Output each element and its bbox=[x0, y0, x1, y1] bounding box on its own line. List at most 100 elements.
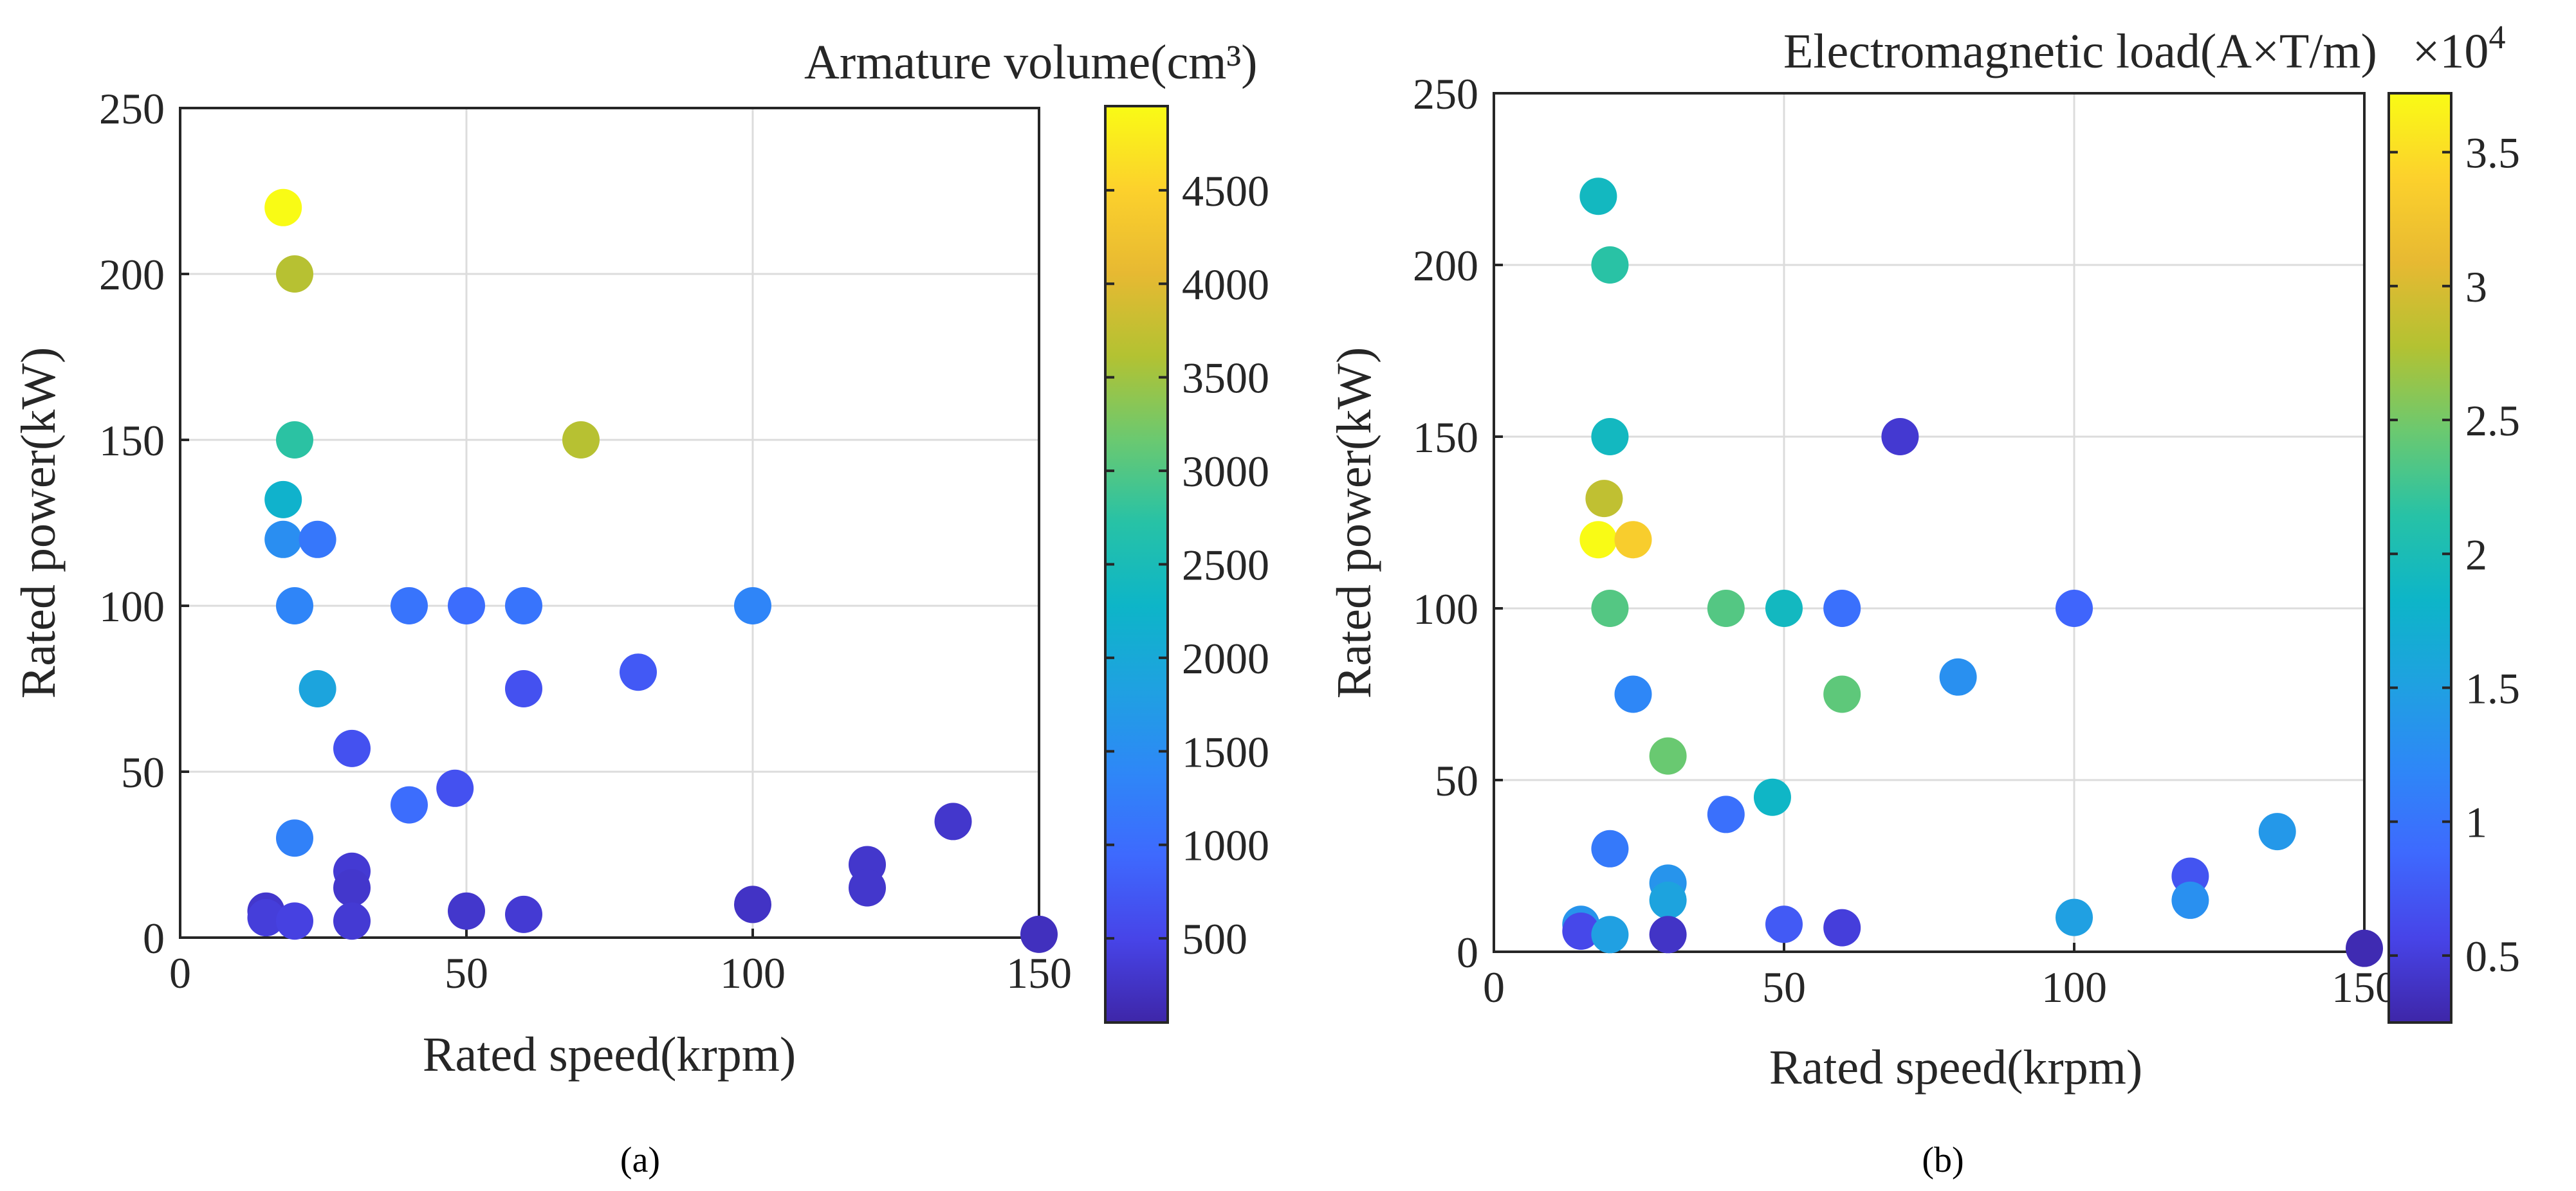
x-tick-label: 100 bbox=[720, 949, 786, 997]
x-ticks-a: 0 50 100 150 bbox=[169, 929, 1072, 997]
scatter-point bbox=[391, 786, 428, 824]
colorbar-tick-label: 3500 bbox=[1182, 354, 1269, 403]
x-tick-label: 0 bbox=[169, 949, 191, 997]
colorbar-tick-label: 2500 bbox=[1182, 541, 1269, 590]
x-tick-label: 150 bbox=[2332, 963, 2397, 1012]
scatter-point bbox=[1649, 737, 1687, 775]
exponent-power: 4 bbox=[2489, 19, 2505, 56]
panel-caption-a: (a) bbox=[620, 1140, 660, 1180]
scatter-point bbox=[2056, 590, 2093, 627]
scatter-point bbox=[1765, 590, 1803, 627]
colorbar-ticks-a: 500 1000 1500 2000 2500 3000 3500 4000 4500 bbox=[1105, 167, 1269, 963]
x-tick-label: 50 bbox=[445, 949, 488, 997]
scatter-point bbox=[620, 653, 657, 691]
scatter-point bbox=[333, 869, 371, 907]
scatter-point bbox=[1823, 909, 1861, 947]
scatter-point bbox=[299, 520, 336, 558]
x-axis-label-b: Rated speed(krpm) bbox=[1769, 1041, 2142, 1095]
colorbar-tick-label: 3.5 bbox=[2465, 129, 2520, 177]
y-ticks-a: 0 50 100 150 200 250 bbox=[99, 84, 189, 963]
scatter-point bbox=[1881, 418, 1919, 455]
y-tick-label: 150 bbox=[99, 416, 165, 465]
colorbar-exponent-b: ×104 bbox=[2413, 19, 2506, 78]
colorbar-tick-label: 500 bbox=[1182, 914, 1247, 963]
scatter-point bbox=[448, 587, 485, 624]
scatter-point bbox=[1020, 915, 1058, 953]
y-tick-label: 100 bbox=[99, 582, 165, 631]
points-b bbox=[1562, 177, 2383, 967]
y-tick-label: 50 bbox=[121, 748, 165, 797]
colorbar-b bbox=[2387, 92, 2452, 1024]
scatter-point bbox=[505, 895, 542, 933]
colorbar-title-a: Armature volume(cm³) bbox=[804, 35, 1257, 89]
scatter-point bbox=[1823, 675, 1861, 713]
scatter-point bbox=[1614, 521, 1652, 559]
scatter-point bbox=[436, 769, 474, 807]
colorbar-tick-label: 0.5 bbox=[2465, 932, 2520, 981]
scatter-point bbox=[1649, 916, 1687, 954]
scatter-point bbox=[264, 520, 302, 558]
scatter-point bbox=[264, 480, 302, 518]
scatter-point bbox=[1562, 912, 1600, 950]
scatter-point bbox=[1939, 658, 1977, 696]
scatter-point bbox=[276, 902, 313, 940]
scatter-point bbox=[1579, 521, 1617, 559]
scatter-point bbox=[1591, 916, 1629, 954]
scatter-point bbox=[505, 670, 542, 707]
colorbar-a bbox=[1104, 105, 1169, 1024]
colorbar-tick-label: 1 bbox=[2465, 798, 2487, 847]
scatter-point bbox=[1707, 796, 1745, 833]
panel-a: 0 50 100 150 0 50 100 150 200 250 Rated speed(kr… bbox=[12, 35, 1269, 1180]
y-tick-label: 50 bbox=[1435, 756, 1478, 805]
y-axis-label-a: Rated power(kW) bbox=[12, 347, 66, 699]
scatter-point bbox=[391, 587, 428, 624]
y-tick-label: 200 bbox=[1413, 241, 1478, 290]
scatter-point bbox=[448, 892, 485, 930]
scatter-point bbox=[2346, 929, 2383, 967]
x-axis-label-a: Rated speed(krpm) bbox=[423, 1028, 796, 1082]
panel-b: 0 50 100 150 0 50 100 150 200 250 Rated speed(kr… bbox=[1327, 19, 2520, 1180]
y-tick-label: 200 bbox=[99, 250, 165, 299]
x-tick-label: 150 bbox=[1006, 949, 1072, 997]
colorbar-tick-label: 2000 bbox=[1182, 634, 1269, 683]
y-tick-label: 0 bbox=[143, 914, 165, 963]
scatter-point bbox=[264, 188, 302, 226]
x-ticks-b: 0 50 100 150 bbox=[1483, 943, 2397, 1012]
colorbar-tick-label: 2 bbox=[2465, 530, 2487, 579]
scatter-point bbox=[247, 899, 285, 937]
colorbar-tick-label: 4500 bbox=[1182, 167, 1269, 215]
plot-frame-b bbox=[1493, 92, 2366, 953]
colorbar-tick-label: 1000 bbox=[1182, 821, 1269, 870]
colorbar-title-b: Electromagnetic load(A×T/m) bbox=[1783, 24, 2377, 78]
scatter-point bbox=[505, 587, 542, 624]
scatter-point bbox=[2171, 881, 2209, 919]
grid-a bbox=[179, 107, 1040, 939]
scatter-point bbox=[276, 421, 313, 459]
colorbar-tick-label: 1500 bbox=[1182, 727, 1269, 776]
scatter-point bbox=[1765, 905, 1803, 943]
y-axis-label-b: Rated power(kW) bbox=[1327, 347, 1381, 699]
plot-frame-a bbox=[179, 107, 1040, 939]
scatter-point bbox=[1591, 590, 1629, 627]
scatter-point bbox=[1649, 881, 1687, 919]
colorbar-ticks-b: 0.5 1 1.5 2 2.5 3 3.5 bbox=[2389, 129, 2520, 981]
scatter-point bbox=[849, 869, 886, 907]
colorbar-tick-label: 4000 bbox=[1182, 260, 1269, 309]
scatter-point bbox=[299, 670, 336, 707]
scatter-point bbox=[734, 587, 771, 624]
y-ticks-b: 0 50 100 150 200 250 bbox=[1413, 69, 1503, 977]
scatter-point bbox=[1753, 778, 1791, 816]
x-tick-label: 100 bbox=[2041, 963, 2107, 1012]
scatter-point bbox=[562, 421, 600, 459]
scatter-point bbox=[1614, 675, 1652, 713]
scatter-point bbox=[1707, 590, 1745, 627]
points-a bbox=[247, 188, 1058, 953]
scatter-point bbox=[1579, 177, 1617, 215]
scatter-point bbox=[1591, 830, 1629, 868]
panel-caption-b: (b) bbox=[1922, 1140, 1964, 1180]
scatter-point bbox=[1823, 590, 1861, 627]
y-tick-label: 250 bbox=[1413, 69, 1478, 118]
scatter-point bbox=[1585, 480, 1623, 518]
scatter-point bbox=[276, 255, 313, 293]
